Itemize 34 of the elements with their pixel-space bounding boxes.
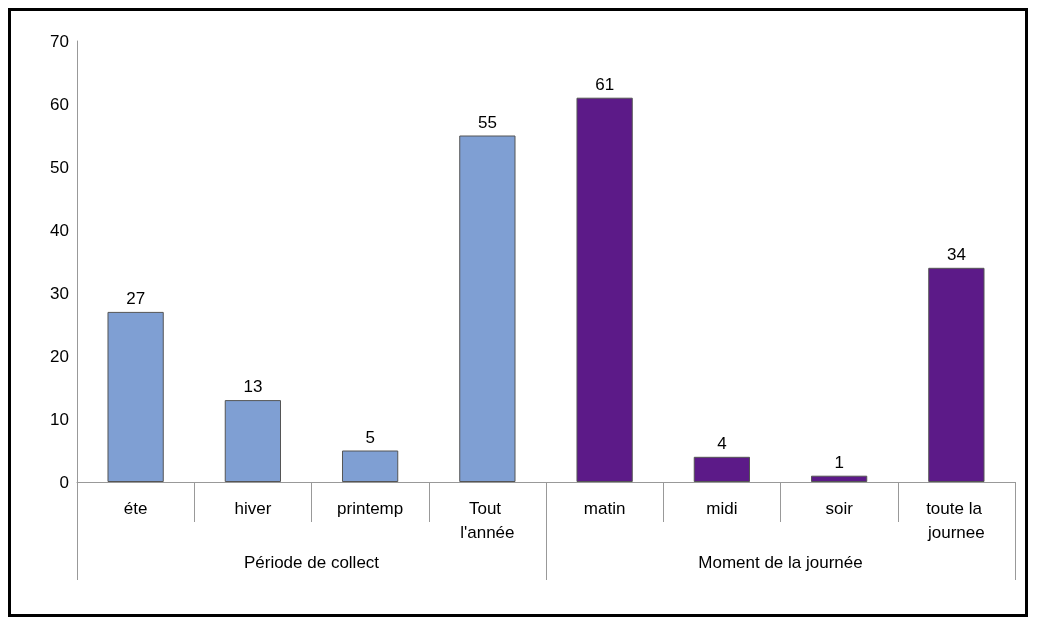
data-label: 5 [365, 427, 375, 447]
x-tick-label: toute la journee [926, 498, 987, 542]
x-tick-label: matin [583, 498, 626, 518]
bar [459, 135, 516, 482]
bar [810, 475, 868, 482]
y-tick-label: 30 [50, 283, 69, 303]
data-label: 1 [834, 452, 844, 472]
y-tick-label: 0 [59, 472, 69, 492]
y-tick-label: 20 [50, 346, 69, 366]
data-label: 61 [595, 74, 615, 94]
x-tick-label: printemp [337, 498, 404, 518]
y-tick-label: 50 [50, 157, 69, 177]
data-label: 55 [477, 112, 497, 132]
x-tick-label: soir [825, 498, 854, 518]
data-label: 27 [126, 288, 146, 308]
bar [928, 267, 985, 482]
data-label: 34 [946, 244, 966, 264]
y-tick-label: 70 [50, 31, 69, 51]
text: Période de collect [243, 553, 380, 572]
bar [107, 311, 164, 482]
bar [576, 97, 633, 482]
y-tick-label: 60 [50, 94, 69, 114]
text: Moment de la journée [698, 553, 863, 572]
bar [224, 400, 282, 482]
y-tick-label: 40 [50, 220, 69, 240]
x-tick-label: hiver [234, 498, 272, 518]
data-label: 4 [717, 433, 727, 453]
x-tick-label: Tout l'année [460, 498, 515, 542]
bar [341, 450, 399, 482]
x-tick-label: éte [123, 498, 148, 518]
y-tick-label: 10 [50, 409, 69, 429]
data-label: 13 [243, 377, 263, 397]
bar [693, 456, 751, 482]
x-tick-label: midi [706, 498, 738, 518]
